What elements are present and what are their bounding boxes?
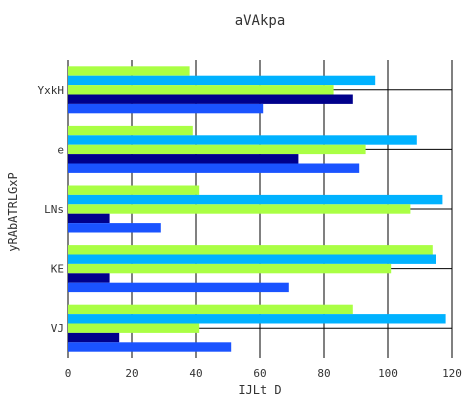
bar-e-series-3 — [68, 144, 366, 155]
bar-VJ-series-4 — [68, 332, 120, 343]
bar-KE-series-1 — [68, 245, 433, 255]
bar-LNs-series-3 — [68, 204, 411, 214]
bar-KE-series-2 — [68, 254, 436, 264]
chart-title: aVAkpa — [235, 13, 286, 29]
bar-VJ-series-2 — [68, 314, 446, 324]
bar-e-series-2 — [68, 135, 417, 145]
x-tick-label-100: 100 — [378, 367, 398, 380]
bar-e-series-1 — [68, 125, 193, 136]
y-tick-label-e: e — [57, 143, 64, 156]
bar-YxkH-series-3 — [68, 85, 334, 95]
bar-VJ-series-1 — [68, 304, 353, 315]
y-tick-label-KE: KE — [51, 263, 64, 276]
bar-KE-series-5 — [68, 282, 289, 293]
x-tick-label-80: 80 — [317, 367, 330, 380]
bar-VJ-series-3 — [68, 323, 200, 333]
y-tick-label-YxkH: YxkH — [38, 84, 65, 97]
bar-VJ-series-5 — [68, 342, 232, 352]
x-tick-label-120: 120 — [442, 367, 462, 380]
bar-KE-series-4 — [68, 273, 110, 283]
y-tick-label-LNs: LNs — [44, 203, 64, 216]
x-tick-label-0: 0 — [65, 367, 72, 380]
x-tick-label-20: 20 — [125, 367, 138, 380]
bar-YxkH-series-1 — [68, 66, 190, 76]
bar-e-series-4 — [68, 154, 299, 164]
bar-YxkH-series-5 — [68, 103, 264, 114]
bar-LNs-series-2 — [68, 194, 443, 205]
x-tick-label-60: 60 — [253, 367, 266, 380]
bar-LNs-series-1 — [68, 185, 200, 195]
y-tick-labels: YxkH e LNs KE VJ — [38, 84, 65, 335]
y-tick-label-VJ: VJ — [51, 322, 64, 335]
x-tick-label-40: 40 — [189, 367, 202, 380]
bar-YxkH-series-4 — [68, 94, 353, 104]
bar-LNs-series-4 — [68, 213, 110, 224]
bar-YxkH-series-2 — [68, 75, 376, 86]
bar-e-series-5 — [68, 163, 360, 173]
bar-KE-series-3 — [68, 263, 392, 274]
x-axis-label: IJLt D — [238, 383, 281, 397]
bars — [68, 66, 446, 352]
bar-LNs-series-5 — [68, 223, 161, 233]
x-tick-labels: 0 20 40 60 80 100 120 — [65, 367, 462, 380]
y-axis-label: yRAbATRLGxP — [6, 172, 20, 251]
